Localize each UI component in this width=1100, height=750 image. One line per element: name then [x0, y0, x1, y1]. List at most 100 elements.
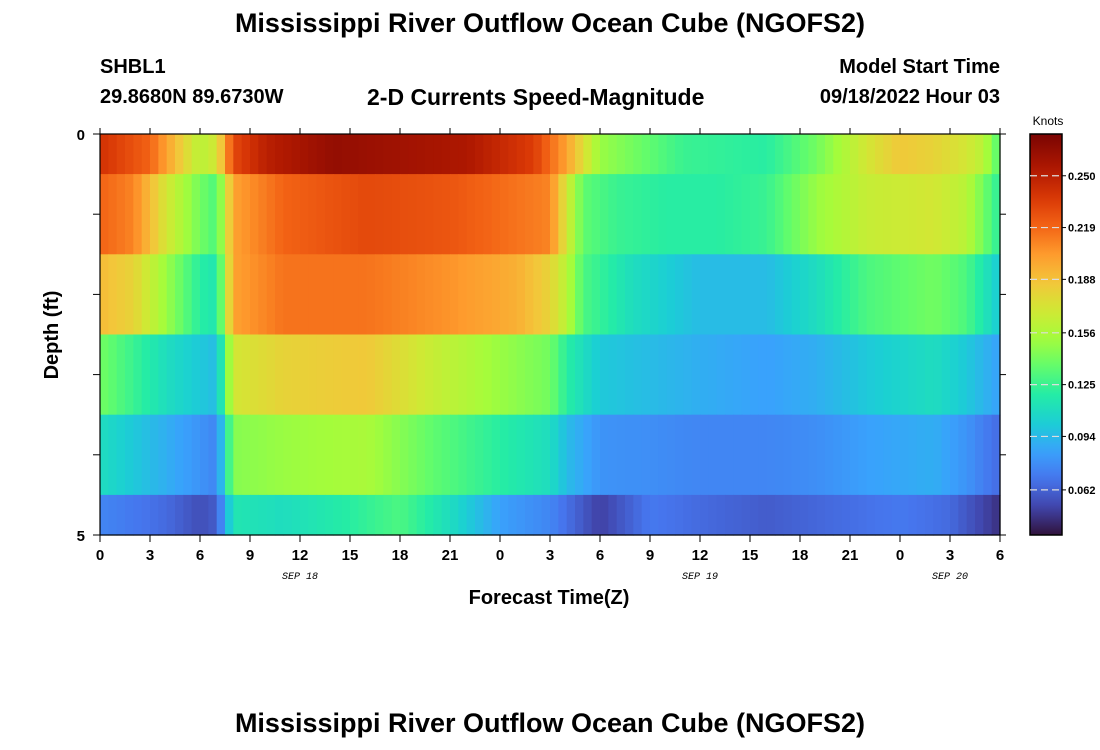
heatmap-cell: [525, 134, 534, 175]
heatmap-cell: [508, 174, 518, 255]
heatmap-cell: [916, 174, 926, 255]
heatmap-cell: [116, 254, 126, 336]
heatmap-cell: [816, 334, 826, 416]
heatmap-cell: [950, 334, 959, 416]
heatmap-cell: [483, 334, 493, 416]
heatmap-cell: [275, 254, 284, 336]
heatmap-cell: [750, 134, 759, 175]
x-axis-label: Forecast Time(Z): [469, 587, 630, 609]
heatmap-cell: [958, 414, 968, 496]
heatmap-cell: [683, 414, 693, 496]
colorbar-tick-label: 0.250: [1068, 171, 1096, 183]
heatmap-cell: [975, 334, 984, 416]
heatmap-cell: [108, 334, 118, 416]
colorbar-tick-label: 0.125: [1068, 380, 1096, 392]
heatmap-cell: [841, 334, 851, 416]
heatmap-cell: [383, 494, 393, 536]
heatmap-cell: [816, 254, 826, 336]
heatmap-cell: [225, 254, 234, 336]
heatmap-cell: [383, 174, 393, 255]
heatmap-cell: [525, 414, 534, 496]
heatmap-cell: [308, 174, 318, 255]
heatmap-cell: [383, 254, 393, 336]
heatmap-cell: [341, 414, 351, 496]
heatmap-cell: [475, 254, 484, 336]
heatmap-cell: [733, 174, 743, 255]
heatmap-cell: [766, 254, 776, 336]
heatmap-cell: [966, 334, 976, 416]
heatmap-cell: [391, 494, 401, 536]
heatmap-cell: [208, 334, 218, 416]
heatmap-cell: [450, 134, 459, 175]
x-tick-label: 18: [392, 547, 409, 564]
heatmap-cell: [216, 134, 226, 175]
heatmap-cell: [208, 494, 218, 536]
heatmap-cell: [866, 334, 876, 416]
heatmap-cell: [258, 134, 268, 175]
heatmap-cell: [208, 254, 218, 336]
heatmap-cell: [491, 334, 501, 416]
heatmap-cell: [900, 174, 909, 255]
heatmap-cell: [941, 494, 951, 536]
heatmap-cell: [575, 334, 584, 416]
heatmap-cell: [183, 134, 193, 175]
heatmap-cell: [958, 134, 968, 175]
heatmap-cell: [816, 134, 826, 175]
heatmap-cell: [691, 254, 701, 336]
heatmap-cell: [308, 494, 318, 536]
heatmap-cell: [566, 174, 576, 255]
heatmap-cell: [666, 254, 676, 336]
heatmap-cell: [250, 254, 259, 336]
heatmap-cell: [516, 174, 526, 255]
heatmap-cell: [833, 494, 843, 536]
heatmap-cell: [858, 254, 868, 336]
heatmap-cell: [375, 494, 384, 536]
heatmap-cell: [991, 254, 1001, 336]
heatmap-cell: [850, 254, 859, 336]
heatmap-cell: [525, 494, 534, 536]
heatmap-cell: [350, 174, 359, 255]
heatmap-cell: [683, 494, 693, 536]
heatmap-cell: [350, 254, 359, 336]
heatmap-cell: [816, 414, 826, 496]
heatmap-cell: [641, 254, 651, 336]
heatmap-cell: [500, 174, 509, 255]
station-id: SHBL1: [100, 56, 166, 78]
heatmap-cell: [408, 134, 418, 175]
heatmap-cell: [241, 334, 251, 416]
heatmap-cell: [625, 494, 634, 536]
heatmap-cell: [225, 334, 234, 416]
heatmap-cell: [141, 174, 151, 255]
heatmap-cell: [475, 174, 484, 255]
heatmap-cell: [558, 414, 568, 496]
heatmap-cell: [133, 254, 143, 336]
heatmap-cell: [241, 494, 251, 536]
heatmap-cell: [650, 174, 659, 255]
x-tick-label: 6: [996, 547, 1004, 564]
heatmap-cell: [283, 174, 293, 255]
heatmap-cell: [891, 414, 901, 496]
heatmap-cell: [200, 334, 209, 416]
heatmap-cell: [808, 134, 818, 175]
heatmap-cell: [191, 494, 201, 536]
heatmap-cell: [991, 334, 1001, 416]
heatmap-cell: [200, 494, 209, 536]
heatmap-cell: [141, 134, 151, 175]
heatmap-cell: [650, 494, 659, 536]
heatmap-cell: [108, 134, 118, 175]
heatmap-cell: [591, 494, 601, 536]
heatmap-cell: [966, 254, 976, 336]
heatmap-cell: [308, 414, 318, 496]
heatmap-cell: [875, 414, 884, 496]
heatmap-cell: [366, 414, 376, 496]
heatmap-cell: [750, 494, 759, 536]
heatmap-cell: [266, 494, 276, 536]
heatmap-cell: [533, 334, 543, 416]
heatmap-cell: [100, 334, 109, 416]
heatmap-chart: 0 3 6 9 12 15 18 21 0 3 6 9 12 15 18 21 0 3 6 SEP 18 SEP 19 S…: [41, 114, 1096, 609]
heatmap-cell: [941, 414, 951, 496]
heatmap-cell: [933, 414, 943, 496]
heatmap-cell: [691, 494, 701, 536]
model-start-value: 09/18/2022 Hour 03: [819, 86, 1000, 108]
x-tick-label: 21: [442, 547, 459, 564]
